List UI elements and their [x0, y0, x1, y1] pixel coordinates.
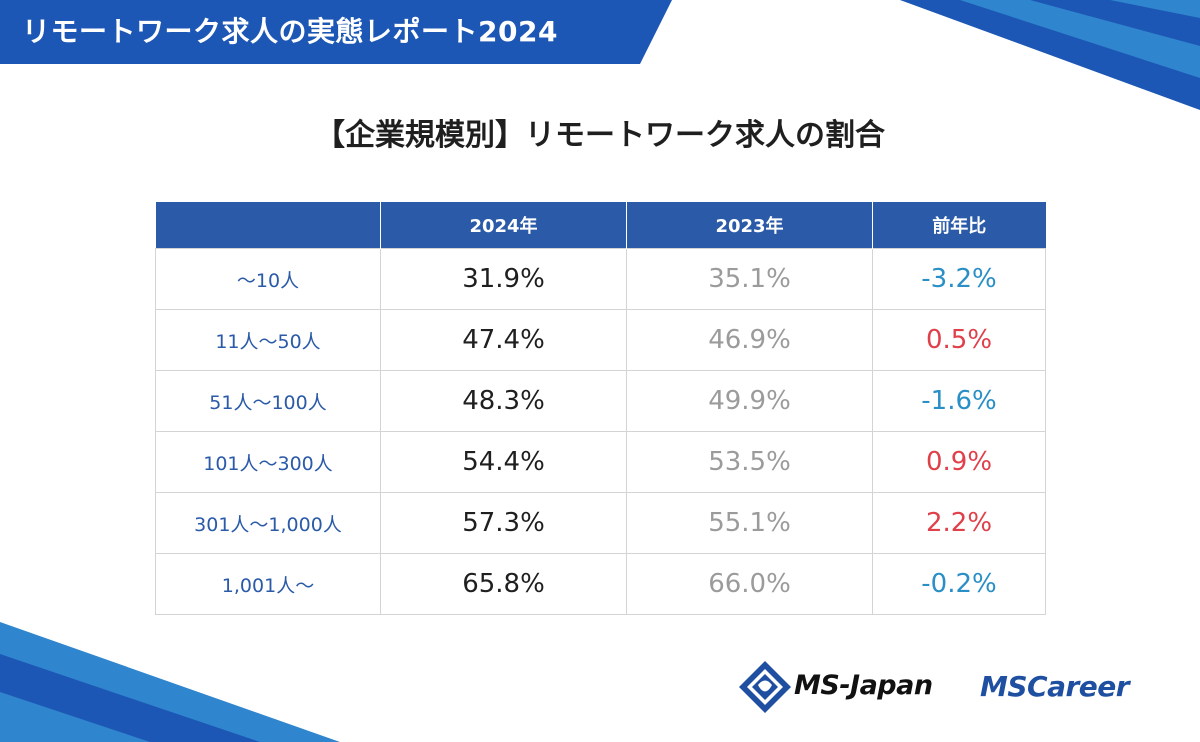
banner-title: リモートワーク求人の実態レポート2024: [22, 15, 558, 48]
table-row: 51人～100人 48.3% 49.9% -1.6%: [155, 370, 1046, 432]
decorative-stripes-top-right: [900, 0, 1200, 110]
value-2024-cell: 54.4%: [380, 431, 627, 493]
table-row: 1,001人～ 65.8% 66.0% -0.2%: [155, 553, 1046, 615]
company-size-cell: 1,001人～: [155, 553, 381, 615]
ms-japan-diamond-icon: [739, 661, 791, 713]
yoy-change-cell: 0.9%: [872, 431, 1046, 493]
company-size-cell: 51人～100人: [155, 370, 381, 432]
table-header-row: 2024年 2023年 前年比: [155, 202, 1046, 249]
yoy-change-cell: -1.6%: [872, 370, 1046, 432]
banner-shape: [0, 0, 672, 64]
value-2023-cell: 35.1%: [626, 248, 873, 310]
value-2023-cell: 53.5%: [626, 431, 873, 493]
ms-career-logo-text: MSCareer: [980, 670, 1130, 703]
remote-work-ratio-table: 2024年 2023年 前年比 ～10人 31.9% 35.1% -3.2% 1…: [155, 202, 1046, 615]
table-title: 【企業規模別】リモートワーク求人の割合: [315, 118, 885, 153]
company-size-cell: 11人～50人: [155, 309, 381, 371]
value-2024-cell: 65.8%: [380, 553, 627, 615]
table-row: 101人～300人 54.4% 53.5% 0.9%: [155, 431, 1046, 493]
value-2024-cell: 57.3%: [380, 492, 627, 554]
yoy-change-cell: -0.2%: [872, 553, 1046, 615]
value-2024-cell: 47.4%: [380, 309, 627, 371]
company-size-cell: ～10人: [155, 248, 381, 310]
company-size-cell: 101人～300人: [155, 431, 381, 493]
header-cell-yoy: 前年比: [872, 202, 1046, 249]
table-row: 301人～1,000人 57.3% 55.1% 2.2%: [155, 492, 1046, 554]
table-row: ～10人 31.9% 35.1% -3.2%: [155, 248, 1046, 310]
title-banner: リモートワーク求人の実態レポート2024: [0, 0, 672, 64]
yoy-change-cell: -3.2%: [872, 248, 1046, 310]
yoy-change-cell: 0.5%: [872, 309, 1046, 371]
header-cell-2023: 2023年: [626, 202, 873, 249]
value-2024-cell: 48.3%: [380, 370, 627, 432]
value-2023-cell: 49.9%: [626, 370, 873, 432]
value-2023-cell: 66.0%: [626, 553, 873, 615]
table-row: 11人～50人 47.4% 46.9% 0.5%: [155, 309, 1046, 371]
header-cell-size: [155, 202, 381, 249]
yoy-change-cell: 2.2%: [872, 492, 1046, 554]
header-cell-2024: 2024年: [380, 202, 627, 249]
ms-japan-logo-text: MS-Japan: [794, 670, 933, 701]
value-2023-cell: 55.1%: [626, 492, 873, 554]
decorative-stripes-bottom-left: [0, 622, 340, 742]
logo-area: MS-Japan MSCareer: [738, 660, 1168, 714]
value-2023-cell: 46.9%: [626, 309, 873, 371]
company-size-cell: 301人～1,000人: [155, 492, 381, 554]
value-2024-cell: 31.9%: [380, 248, 627, 310]
